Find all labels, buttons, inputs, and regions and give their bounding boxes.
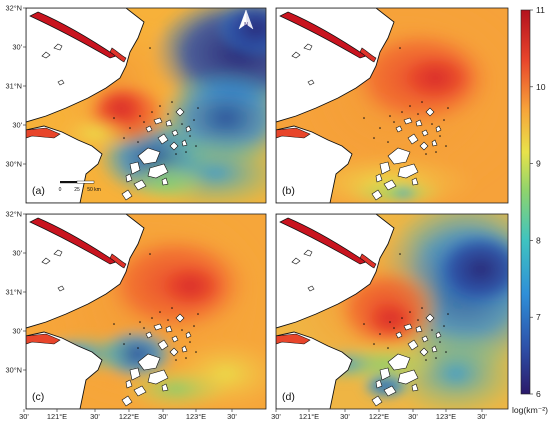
lon-tick-label: 30'	[271, 412, 281, 421]
lon-tick-label: 30'	[227, 412, 237, 421]
map-panel-b: (b)	[275, 7, 509, 204]
colorbar-tick-label: 8	[536, 235, 541, 245]
lat-tick-label: 32°N	[5, 4, 22, 13]
lon-tick-label: 122°E	[369, 412, 389, 421]
colorbar-tick-label: 10	[536, 82, 546, 92]
north-arrow-label: N	[244, 22, 248, 28]
colorbar-tick-label: 9	[536, 159, 541, 169]
panel-label: (a)	[32, 185, 45, 197]
colorbar-tick-label: 11	[536, 5, 545, 15]
lat-tick-label: 32°N	[5, 210, 22, 219]
map-panel-a: (a)	[25, 7, 267, 204]
map-panel-c: (c)	[25, 213, 267, 410]
panel-frame	[275, 7, 509, 204]
lat-tick-label: 31°N	[5, 82, 22, 91]
scale-bar: 0 25 50 km	[59, 180, 101, 193]
lat-tick-label: 31°N	[5, 288, 22, 297]
lat-tick-label: 30'	[12, 121, 22, 130]
colorbar-tick-label: 6	[536, 389, 541, 399]
map-decorations: N 0 25 50 km	[59, 9, 254, 193]
panel-label: (b)	[282, 185, 295, 197]
lat-tick-label: 30°N	[5, 160, 22, 169]
density-field	[46, 8, 266, 203]
map-panel-d: (d)	[275, 213, 509, 410]
lon-tick-label: 121°E	[47, 412, 67, 421]
north-arrow-icon: N	[238, 9, 254, 30]
colorbar: 11 10 9 8 7 6 log(km⁻²)	[512, 5, 548, 415]
panel-frame	[275, 213, 509, 410]
scale-bar-label: 50 km	[87, 187, 101, 193]
axes-labels: 32°N 30' 31°N 30' 30°N 32°N 30' 31°N 30' 30°N 30' 1…	[5, 4, 487, 422]
colorbar-unit: log(km⁻²)	[512, 405, 548, 415]
panel-frame	[25, 7, 267, 204]
lon-tick-label: 122°E	[119, 412, 139, 421]
lon-tick-label: 30'	[408, 412, 418, 421]
panel-frame	[25, 213, 267, 410]
lon-tick-label: 30'	[90, 412, 100, 421]
lon-tick-label: 30'	[158, 412, 168, 421]
scale-bar-label: 25	[74, 187, 80, 193]
lon-tick-label: 121°E	[299, 412, 319, 421]
lat-tick-label: 30°N	[5, 366, 22, 375]
lon-tick-label: 30'	[340, 412, 350, 421]
lon-tick-label: 30'	[19, 412, 29, 421]
lat-tick-label: 30'	[12, 249, 22, 258]
scale-bar-label: 0	[59, 187, 62, 193]
panel-label: (c)	[32, 391, 44, 403]
panel-label: (d)	[282, 391, 295, 403]
lon-tick-label: 123°E	[186, 412, 206, 421]
lat-tick-label: 30'	[12, 43, 22, 52]
lat-tick-label: 30'	[12, 327, 22, 336]
map-panels: (a) (b) (c) (d)	[25, 7, 509, 410]
lon-tick-label: 30'	[477, 412, 487, 421]
colorbar-gradient	[520, 9, 531, 395]
colorbar-tick-label: 7	[536, 312, 541, 322]
lon-tick-label: 123°E	[436, 412, 456, 421]
